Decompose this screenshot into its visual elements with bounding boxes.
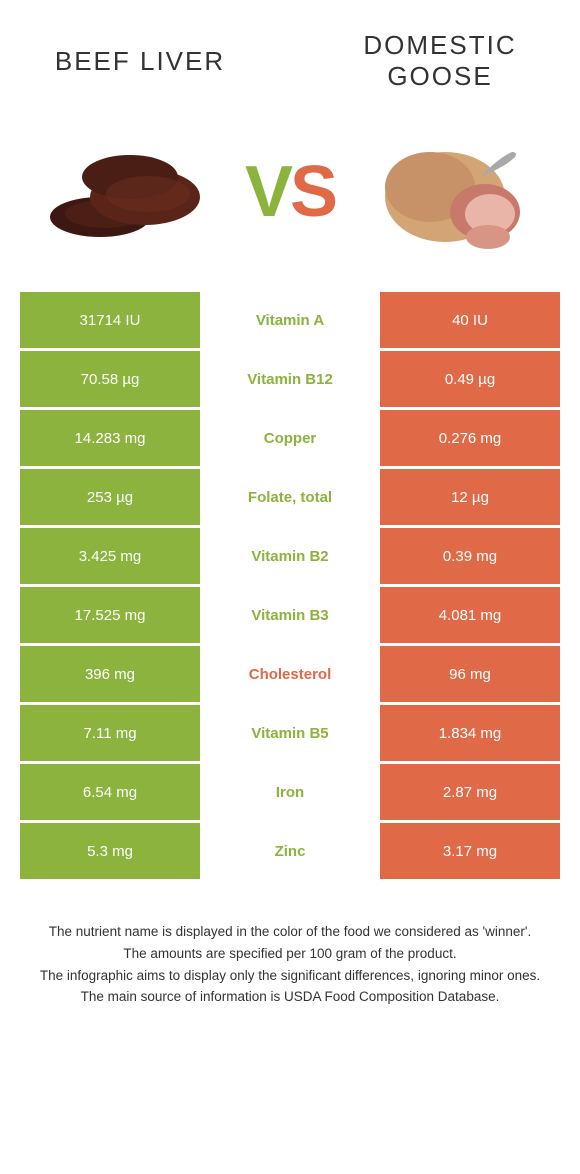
nutrient-table: 31714 IUVitamin A40 IU70.58 µgVitamin B1… [20, 292, 560, 882]
table-row: 5.3 mgZinc3.17 mg [20, 823, 560, 882]
left-value-cell: 17.525 mg [20, 587, 200, 643]
infographic-container: Beef Liver Domestic goose VS [0, 0, 580, 1029]
right-value-cell: 2.87 mg [380, 764, 560, 820]
left-value-cell: 14.283 mg [20, 410, 200, 466]
left-value-cell: 7.11 mg [20, 705, 200, 761]
goose-image [360, 122, 550, 262]
left-value-cell: 6.54 mg [20, 764, 200, 820]
nutrient-label-cell: Vitamin B3 [200, 587, 380, 643]
header-row: Beef Liver Domestic goose [0, 0, 580, 112]
right-value-cell: 0.39 mg [380, 528, 560, 584]
nutrient-label-cell: Folate, total [200, 469, 380, 525]
left-value-cell: 31714 IU [20, 292, 200, 348]
right-value-cell: 12 µg [380, 469, 560, 525]
table-row: 17.525 mgVitamin B34.081 mg [20, 587, 560, 646]
right-value-cell: 4.081 mg [380, 587, 560, 643]
left-food-title: Beef Liver [40, 46, 240, 77]
right-food-title: Domestic goose [340, 30, 540, 92]
table-row: 7.11 mgVitamin B51.834 mg [20, 705, 560, 764]
table-row: 31714 IUVitamin A40 IU [20, 292, 560, 351]
vs-label: VS [245, 151, 335, 233]
footer-line-4: The main source of information is USDA F… [30, 987, 550, 1007]
left-value-cell: 253 µg [20, 469, 200, 525]
right-value-cell: 3.17 mg [380, 823, 560, 879]
right-value-cell: 40 IU [380, 292, 560, 348]
nutrient-label-cell: Zinc [200, 823, 380, 879]
left-value-cell: 3.425 mg [20, 528, 200, 584]
footer-line-1: The nutrient name is displayed in the co… [30, 922, 550, 942]
beef-liver-image [30, 122, 220, 262]
nutrient-label-cell: Vitamin A [200, 292, 380, 348]
footer-notes: The nutrient name is displayed in the co… [0, 882, 580, 1028]
nutrient-label-cell: Vitamin B2 [200, 528, 380, 584]
table-row: 253 µgFolate, total12 µg [20, 469, 560, 528]
nutrient-label-cell: Vitamin B12 [200, 351, 380, 407]
left-value-cell: 70.58 µg [20, 351, 200, 407]
nutrient-label-cell: Copper [200, 410, 380, 466]
nutrient-label-cell: Vitamin B5 [200, 705, 380, 761]
table-row: 396 mgCholesterol96 mg [20, 646, 560, 705]
images-row: VS [0, 112, 580, 292]
table-row: 6.54 mgIron2.87 mg [20, 764, 560, 823]
nutrient-label-cell: Cholesterol [200, 646, 380, 702]
vs-v: V [245, 152, 290, 232]
right-value-cell: 1.834 mg [380, 705, 560, 761]
left-value-cell: 396 mg [20, 646, 200, 702]
right-value-cell: 96 mg [380, 646, 560, 702]
right-value-cell: 0.49 µg [380, 351, 560, 407]
left-value-cell: 5.3 mg [20, 823, 200, 879]
table-row: 14.283 mgCopper0.276 mg [20, 410, 560, 469]
footer-line-3: The infographic aims to display only the… [30, 966, 550, 986]
table-row: 3.425 mgVitamin B20.39 mg [20, 528, 560, 587]
nutrient-label-cell: Iron [200, 764, 380, 820]
footer-line-2: The amounts are specified per 100 gram o… [30, 944, 550, 964]
right-value-cell: 0.276 mg [380, 410, 560, 466]
table-row: 70.58 µgVitamin B120.49 µg [20, 351, 560, 410]
vs-s: S [290, 152, 335, 232]
